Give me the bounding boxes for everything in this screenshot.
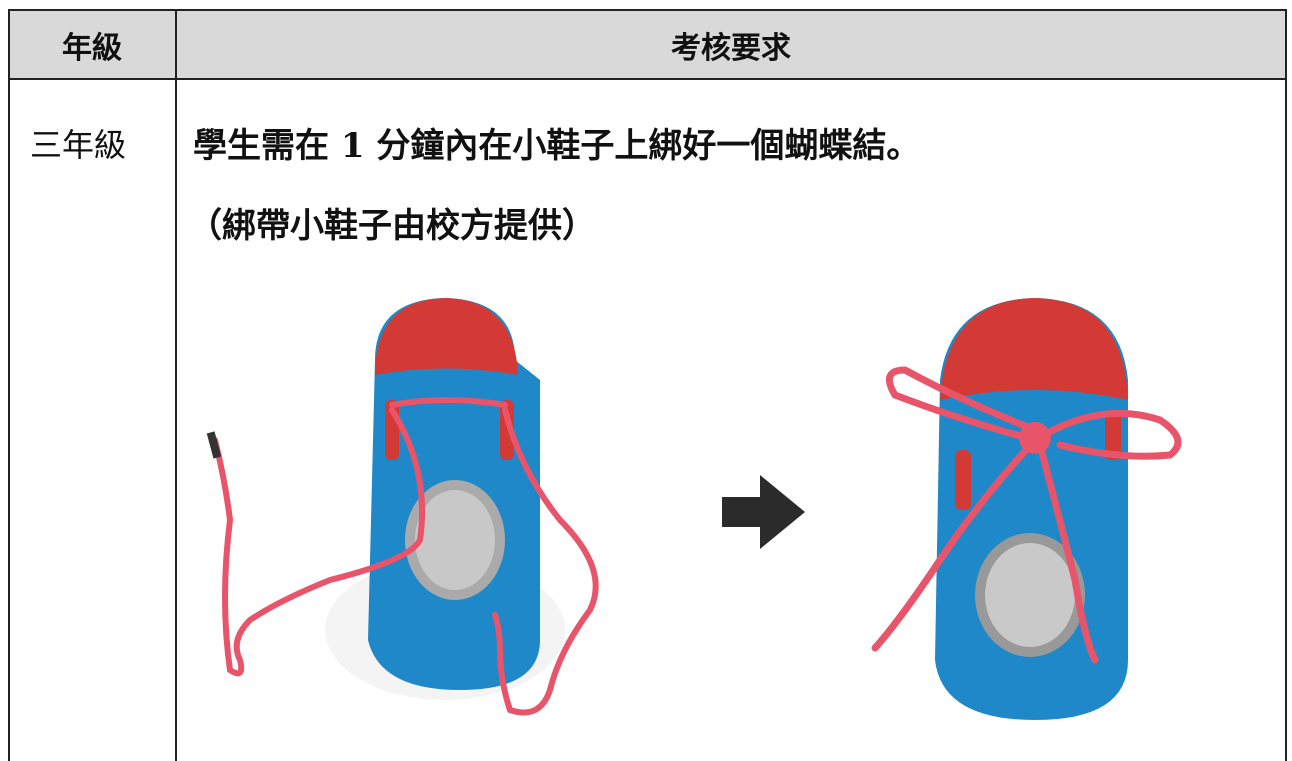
- requirement-line: 學生需在 1 分鐘內在小鞋子上綁好一個蝴蝶結。: [193, 126, 921, 166]
- header-grade: 年級: [9, 11, 175, 78]
- border: [8, 78, 1287, 80]
- border: [8, 9, 1287, 11]
- shoe-untied: [206, 298, 599, 716]
- shoe-tied: [871, 298, 1182, 720]
- arrow: [722, 475, 805, 549]
- header-text: 年級: [62, 30, 122, 66]
- header-text: 考核要求: [671, 30, 791, 66]
- border: [175, 9, 177, 761]
- border: [1285, 9, 1287, 761]
- border: [8, 9, 10, 761]
- grade: 三年級: [30, 126, 127, 164]
- header-requirement: 考核要求: [177, 11, 1285, 78]
- requirement-line: （綁帶小鞋子由校方提供）: [188, 206, 596, 246]
